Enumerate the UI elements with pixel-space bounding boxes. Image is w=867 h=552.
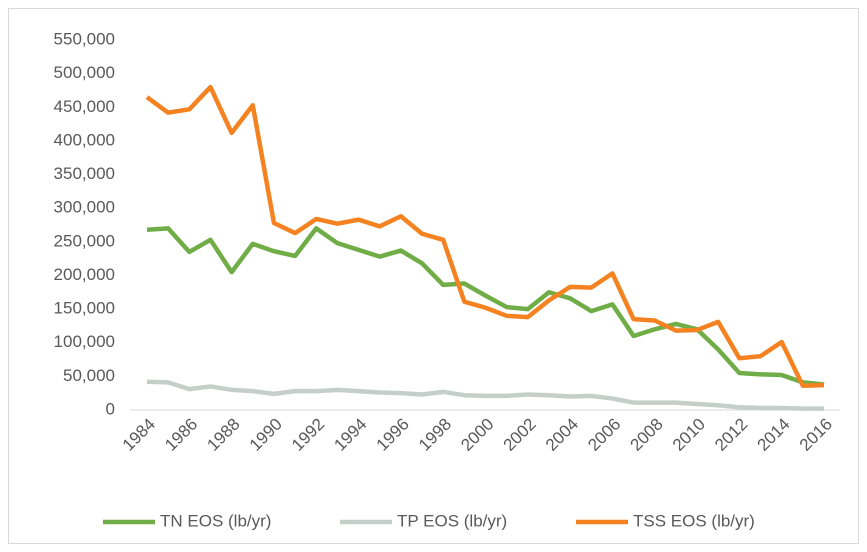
legend-label: TSS EOS (lb/yr) xyxy=(633,511,755,530)
y-tick-label: 300,000 xyxy=(54,198,115,217)
series-line xyxy=(145,84,825,389)
series-line xyxy=(146,226,825,387)
y-tick-label: 450,000 xyxy=(54,97,115,116)
y-tick-label: 500,000 xyxy=(54,63,115,82)
y-tick-label: 200,000 xyxy=(54,265,115,284)
y-tick-label: 550,000 xyxy=(54,29,115,48)
y-tick-label: 350,000 xyxy=(54,164,115,183)
legend-label: TN EOS (lb/yr) xyxy=(160,511,271,530)
legend-label: TP EOS (lb/yr) xyxy=(397,511,507,530)
y-tick-label: 100,000 xyxy=(54,332,115,351)
y-tick-label: 250,000 xyxy=(54,231,115,250)
y-tick-label: 150,000 xyxy=(54,299,115,318)
series-line xyxy=(146,379,824,411)
y-tick-label: 0 xyxy=(106,399,115,418)
y-tick-label: 400,000 xyxy=(54,130,115,149)
y-tick-label: 50,000 xyxy=(63,366,115,385)
